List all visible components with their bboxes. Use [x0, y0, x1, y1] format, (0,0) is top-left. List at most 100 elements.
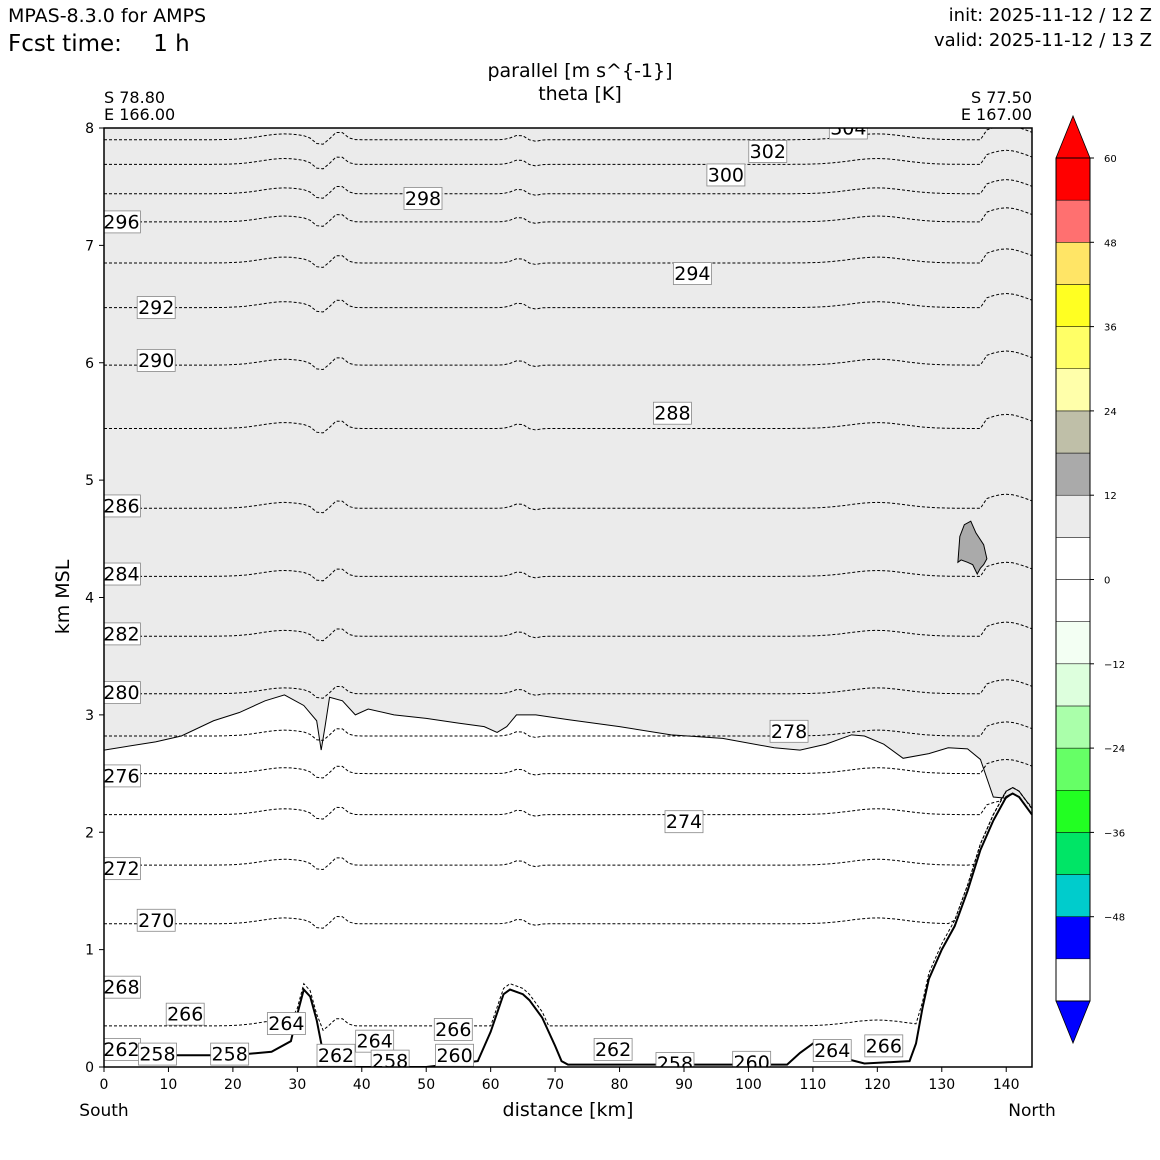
- cross-section-chart: 3043023002982962942922902882862842822802…: [0, 0, 1160, 1160]
- colorbar-tick-label: 0: [1104, 576, 1110, 587]
- contour-label: 258: [371, 1050, 409, 1073]
- contour-label: 274: [665, 811, 703, 834]
- y-tick-label: 4: [85, 591, 94, 607]
- contour-label: 272: [102, 858, 140, 881]
- x-tick-label: 90: [675, 1077, 693, 1093]
- plot-area: 3043023002982962942922902882862842822802…: [102, 105, 1032, 1075]
- contour-label-text: 268: [103, 977, 139, 999]
- colorbar-band: [1056, 369, 1090, 411]
- colorbar-tick-label: −12: [1104, 660, 1125, 671]
- contour-label: 284: [102, 563, 140, 586]
- colorbar-band: [1056, 580, 1090, 622]
- colorbar-tick-label: 60: [1104, 154, 1117, 165]
- colorbar-band: [1056, 537, 1090, 579]
- contour-label-text: 272: [103, 858, 139, 880]
- contour-label: 280: [102, 682, 140, 705]
- contour-label: 268: [102, 976, 140, 999]
- x-tick-label: 0: [100, 1077, 109, 1093]
- x-tick-label: 10: [160, 1077, 178, 1093]
- contour-label: 262: [594, 1038, 632, 1061]
- y-tick-label: 2: [85, 825, 94, 841]
- y-tick-label: 3: [85, 708, 94, 724]
- y-tick-label: 6: [85, 356, 94, 372]
- contour-label-text: 288: [654, 403, 690, 425]
- contour-label-text: 280: [103, 682, 139, 704]
- colorbar-band: [1056, 832, 1090, 874]
- contour-label: 300: [707, 164, 745, 187]
- contour-label: 264: [356, 1030, 394, 1053]
- contour-label-text: 258: [657, 1053, 693, 1075]
- contour-label-text: 276: [103, 765, 139, 787]
- colorbar-band: [1056, 242, 1090, 284]
- contour-label: 288: [653, 402, 691, 425]
- y-tick-label: 0: [85, 1060, 94, 1076]
- contour-label-text: 264: [814, 1040, 850, 1062]
- colorbar-band: [1056, 453, 1090, 495]
- x-tick-label: 120: [864, 1077, 891, 1093]
- contour-label-text: 260: [436, 1045, 472, 1067]
- contour-label-text: 296: [103, 211, 139, 233]
- contour-label-text: 262: [103, 1039, 139, 1061]
- contour-label-text: 262: [318, 1045, 354, 1067]
- contour-label: 266: [434, 1018, 472, 1040]
- colorbar-tick-label: −24: [1104, 744, 1125, 755]
- colorbar-band: [1056, 284, 1090, 326]
- contour-label: 258: [138, 1043, 176, 1066]
- x-tick-label: 140: [993, 1077, 1020, 1093]
- y-tick-label: 8: [85, 121, 94, 137]
- contour-label-text: 264: [268, 1013, 304, 1035]
- contour-label: 260: [733, 1051, 771, 1074]
- contour-label-text: 266: [435, 1019, 471, 1041]
- contour-label: 266: [865, 1035, 903, 1058]
- contour-label-text: 258: [212, 1044, 248, 1066]
- colorbar-band: [1056, 495, 1090, 537]
- wind-6-12-fill: [104, 105, 1032, 815]
- contour-label-text: 294: [674, 263, 710, 285]
- contour-label-text: 278: [771, 721, 807, 743]
- colorbar-band: [1056, 411, 1090, 453]
- colorbar-tick-label: 12: [1104, 491, 1117, 502]
- colorbar-tick-label: 24: [1104, 407, 1117, 418]
- colorbar-tick-label: 48: [1104, 238, 1117, 249]
- contour-label-text: 260: [734, 1052, 770, 1074]
- colorbar-band: [1056, 748, 1090, 790]
- colorbar-band: [1056, 790, 1090, 832]
- contour-label: 258: [656, 1052, 694, 1075]
- contour-label: 286: [102, 495, 140, 518]
- colorbar-band: [1056, 706, 1090, 748]
- y-tick-label: 1: [85, 943, 94, 959]
- contour-label: 266: [166, 1003, 204, 1026]
- contour-label: 298: [404, 187, 442, 210]
- contour-label-text: 286: [103, 495, 139, 517]
- colorbar-over-triangle: [1056, 116, 1090, 158]
- contour-label-text: 262: [595, 1039, 631, 1061]
- contour-label-text: 282: [103, 623, 139, 645]
- y-tick-label: 7: [85, 238, 94, 254]
- contour-label-text: 284: [103, 564, 139, 586]
- x-tick-label: 20: [224, 1077, 242, 1093]
- contour-label: 258: [211, 1043, 249, 1066]
- x-tick-label: 60: [482, 1077, 500, 1093]
- contour-label: 262: [317, 1044, 355, 1067]
- contour-label: 262: [102, 1038, 140, 1061]
- x-tick-label: 30: [288, 1077, 306, 1093]
- colorbar-tick-label: 36: [1104, 323, 1117, 334]
- colorbar-tick-label: −36: [1104, 828, 1125, 839]
- y-tick-label: 5: [85, 473, 94, 489]
- contour-label-text: 274: [666, 811, 702, 833]
- x-tick-label: 130: [928, 1077, 955, 1093]
- contour-label: 260: [436, 1044, 474, 1067]
- contour-label: 270: [137, 909, 175, 932]
- x-tick-label: 70: [546, 1077, 564, 1093]
- colorbar-band: [1056, 622, 1090, 664]
- contour-label: 292: [137, 297, 175, 320]
- contour-label-text: 258: [139, 1044, 175, 1066]
- x-tick-label: 50: [417, 1077, 435, 1093]
- contour-label-text: 258: [372, 1051, 408, 1073]
- contour-label-text: 264: [357, 1031, 393, 1053]
- contour-label: 296: [102, 211, 140, 234]
- colorbar-band: [1056, 875, 1090, 917]
- contour-label: 278: [770, 720, 808, 743]
- contour-label-text: 290: [138, 350, 174, 372]
- contour-label-text: 270: [138, 910, 174, 932]
